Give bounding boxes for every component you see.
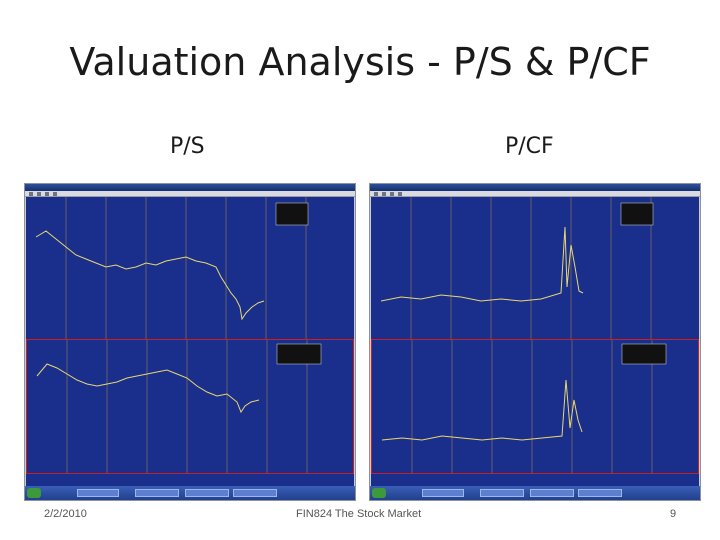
slide-title: Valuation Analysis - P/S & P/CF [69,40,651,84]
pcf-screenshot [369,183,701,501]
pcf-chart-bottom [371,339,699,474]
footer-course: FIN824 The Stock Market [296,508,422,520]
window-titlebar [25,184,355,191]
windows-taskbar [370,486,700,500]
windows-start-icon [372,488,386,498]
footer-page-number: 9 [670,508,677,520]
window-toolbar [370,191,700,197]
ps-label: P/S [170,134,205,159]
footer-date: 2/2/2010 [44,508,87,520]
ps-chart-bottom [26,339,354,474]
windows-taskbar [25,486,355,500]
window-titlebar [370,184,700,191]
windows-start-icon [27,488,41,498]
window-toolbar [25,191,355,197]
pcf-label: P/CF [505,134,554,159]
ps-screenshot [24,183,356,501]
